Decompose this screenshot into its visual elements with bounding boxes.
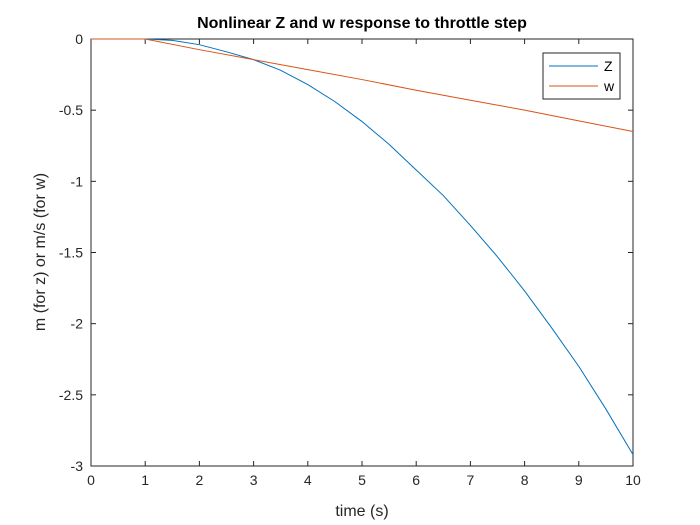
y-tick-label: -0.5 (59, 102, 83, 118)
x-tick-label: 1 (141, 472, 149, 488)
x-tick-label: 4 (304, 472, 312, 488)
legend-label-w: w (603, 78, 615, 94)
y-tick-label: -1 (71, 173, 84, 189)
y-axis-label: m (for z) or m/s (for w) (32, 173, 49, 331)
x-tick-label: 8 (521, 472, 529, 488)
x-tick-label: 5 (358, 472, 366, 488)
series-line-z (91, 38, 634, 455)
chart-title: Nonlinear Z and w response to throttle s… (197, 15, 527, 32)
x-axis-ticks: 0 1 2 3 4 5 6 7 8 9 10 (87, 39, 641, 488)
y-tick-label: -1.5 (59, 245, 83, 261)
series-line-w (91, 38, 634, 133)
y-tick-label: 0 (75, 31, 83, 47)
x-tick-label: 7 (467, 472, 475, 488)
x-tick-label: 6 (412, 472, 420, 488)
plot-area: 0 1 2 3 4 5 6 7 8 9 10 0 -0.5 -1 -1.5 -2 -2.5 -3 (59, 31, 641, 488)
axes-box (90, 38, 634, 467)
x-tick-label: 9 (575, 472, 583, 488)
legend-box (542, 52, 621, 100)
y-tick-label: -3 (71, 458, 84, 474)
y-tick-label: -2 (71, 316, 84, 332)
x-tick-label: 3 (250, 472, 258, 488)
y-tick-label: -2.5 (59, 387, 83, 403)
x-tick-label: 2 (196, 472, 204, 488)
x-tick-label: 10 (625, 472, 641, 488)
series-lines (91, 38, 634, 455)
y-axis-ticks: 0 -0.5 -1 -1.5 -2 -2.5 -3 (59, 31, 633, 474)
legend-label-z: Z (604, 58, 613, 74)
x-axis-label: time (s) (335, 503, 388, 520)
legend[interactable]: Z w (542, 52, 621, 100)
x-tick-label: 0 (87, 472, 95, 488)
